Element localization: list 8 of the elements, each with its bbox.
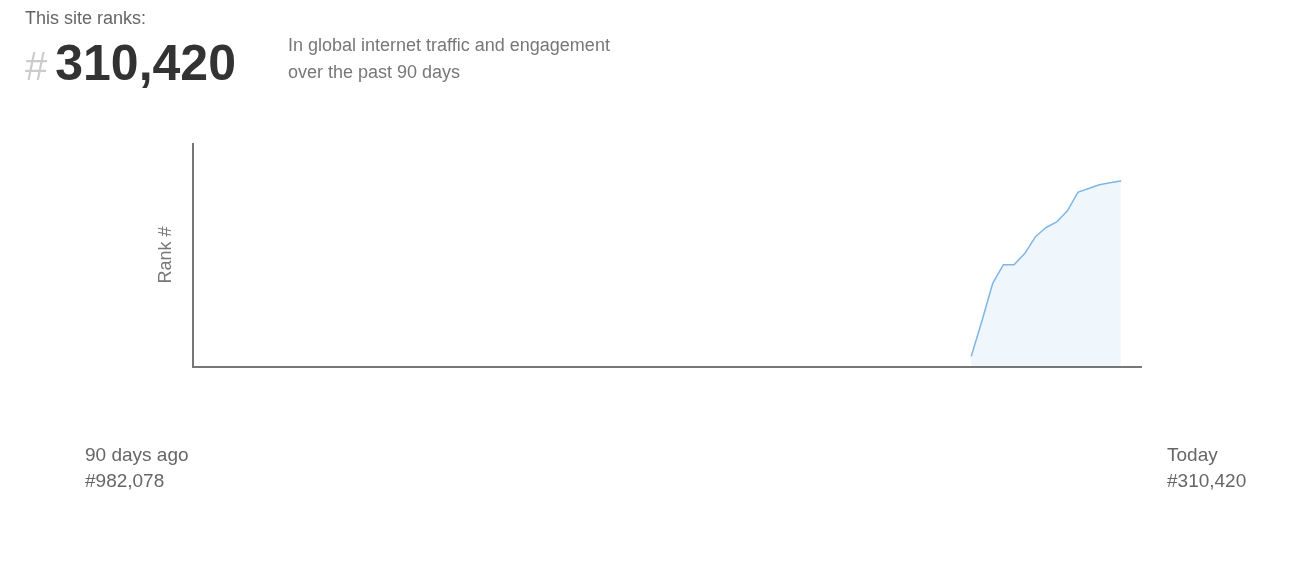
chart-title: This site ranks: xyxy=(25,8,147,28)
y-axis-title: Rank # xyxy=(155,226,175,284)
text: #982,078 xyxy=(85,470,165,491)
text: #310,420 xyxy=(25,35,236,91)
text: 90 days ago xyxy=(85,444,189,465)
text: #310,420 xyxy=(1167,470,1247,491)
text: Today xyxy=(1167,444,1219,465)
chart-subtitle: In global internet traffic and engagement over the past 90 days xyxy=(288,35,610,82)
